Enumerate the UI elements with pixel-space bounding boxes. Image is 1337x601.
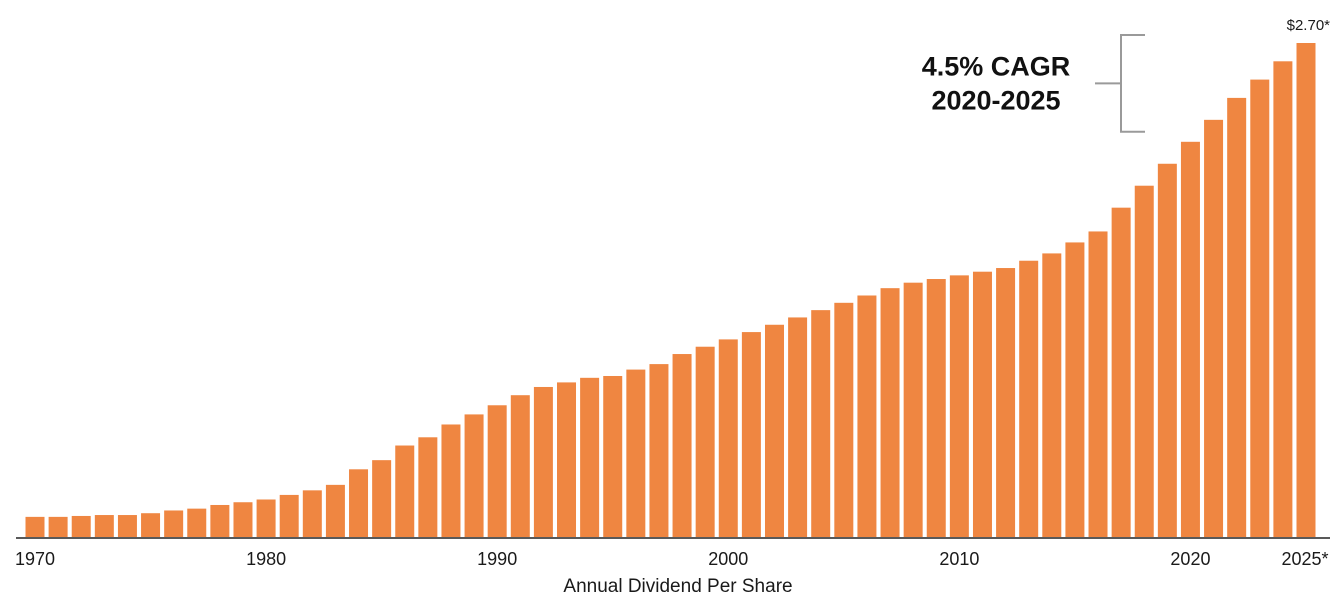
x-axis-label: Annual Dividend Per Share: [563, 576, 792, 597]
cagr-annotation-line-1: 4.5% CAGR: [922, 51, 1071, 81]
x-tick-label-1990: 1990: [477, 549, 517, 569]
x-tick-label-1970: 1970: [15, 549, 55, 569]
bar-2022: [1227, 97, 1247, 537]
bar-1971: [48, 516, 68, 537]
bar-2023: [1250, 79, 1270, 537]
bar-1975: [141, 513, 161, 537]
bar-1992: [533, 386, 553, 537]
bar-2014: [1042, 253, 1062, 537]
x-tick-label-2025: 2025*: [1281, 549, 1328, 569]
bar-1982: [302, 490, 322, 537]
bar-2012: [996, 268, 1016, 537]
bar-2013: [1019, 260, 1039, 537]
bar-2002: [764, 324, 784, 537]
bar-1985: [372, 460, 392, 537]
bar-2008: [903, 282, 923, 537]
bar-2010: [949, 275, 969, 537]
bar-2011: [972, 271, 992, 537]
bar-2019: [1157, 163, 1177, 537]
bar-1996: [626, 369, 646, 537]
bar-1976: [164, 510, 184, 537]
bar-1980: [256, 499, 276, 537]
bar-2004: [811, 310, 831, 537]
bar-1979: [233, 502, 253, 537]
bar-1989: [464, 414, 484, 537]
bar-2021: [1204, 119, 1224, 537]
bar-2006: [857, 295, 877, 537]
bar-1972: [71, 515, 91, 537]
x-tick-label-2000: 2000: [708, 549, 748, 569]
bar-2015: [1065, 242, 1085, 537]
bar-1995: [603, 375, 623, 537]
bar-1998: [672, 354, 692, 537]
cagr-annotation-line-2: 2020-2025: [931, 85, 1060, 115]
data-label-2025: $2.70*: [1287, 17, 1331, 34]
bar-1999: [695, 346, 715, 537]
bar-2000: [718, 339, 738, 537]
bar-1988: [441, 424, 461, 537]
bar-2017: [1111, 207, 1131, 538]
bar-1997: [649, 364, 669, 537]
bar-1981: [279, 494, 299, 537]
bar-1974: [117, 515, 137, 537]
bar-1984: [349, 469, 369, 537]
bar-2016: [1088, 231, 1108, 537]
bar-2007: [880, 288, 900, 537]
bar-1973: [94, 515, 114, 537]
bar-2024: [1273, 61, 1293, 538]
bar-2018: [1134, 185, 1154, 537]
cagr-annotation: 4.5% CAGR 2020-2025: [922, 34, 1145, 133]
bar-1990: [487, 405, 507, 537]
x-tick-label-2020: 2020: [1170, 549, 1210, 569]
bar-1993: [557, 382, 577, 537]
bar-2025: [1296, 43, 1316, 537]
bar-2001: [741, 332, 761, 537]
cagr-bracket: [1095, 34, 1145, 133]
bar-1987: [418, 437, 438, 537]
bar-2003: [788, 317, 808, 537]
bar-1986: [395, 445, 415, 537]
bar-1978: [210, 504, 230, 537]
x-tick-label-2010: 2010: [939, 549, 979, 569]
x-tick-label-1980: 1980: [246, 549, 286, 569]
bar-1983: [325, 484, 345, 537]
bar-2009: [926, 279, 946, 537]
data-labels: $2.70*: [1287, 17, 1331, 34]
bar-1994: [580, 377, 600, 537]
bar-1991: [510, 395, 530, 537]
bar-1977: [187, 508, 207, 537]
bar-2005: [834, 302, 854, 537]
bar-1970: [25, 516, 45, 537]
x-tick-labels: 1970 1980 1990 2000 2010 2020 2025*: [15, 549, 1329, 569]
bars-group: [25, 43, 1316, 538]
bar-2020: [1180, 141, 1200, 538]
